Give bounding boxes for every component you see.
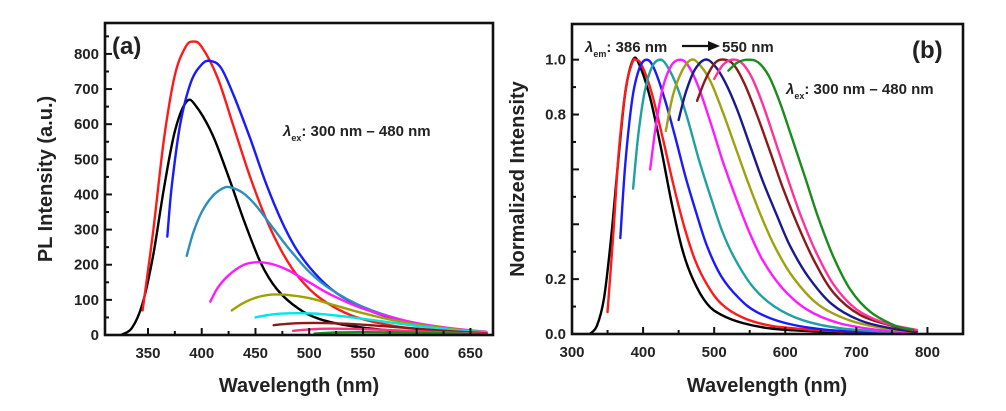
panel-b-series-line-6 [664, 58, 918, 333]
panel-b-y-axis-title: Normalized Intensity [507, 80, 529, 276]
panel-b-x-tick-label: 400 [631, 344, 656, 361]
panel-a-y-tick-label: 100 [74, 292, 99, 309]
panel-b-series-line-10 [727, 58, 915, 332]
panel-a-x-tick-label: 550 [350, 345, 375, 362]
panel-b-series-line-4 [631, 58, 901, 334]
panel-a-x-tick-label: 600 [404, 345, 429, 362]
panel-a-y-tick-label: 800 [74, 46, 99, 63]
panel-b-series-line-5 [649, 58, 915, 334]
panel-a-series-line-5 [209, 261, 488, 333]
panel-b-frame [570, 22, 965, 336]
lambda-symbol: λ [785, 81, 794, 98]
panel-a-x-tick-label: 400 [189, 345, 214, 362]
panel-b-x-tick-label: 800 [915, 344, 940, 361]
annotation-text: : 386 nm [606, 39, 667, 56]
panel-a-y-tick-label: 0 [91, 327, 99, 344]
panel-b-label: (b) [912, 37, 943, 64]
annotation-text: : 300 nm – 480 nm [301, 123, 430, 140]
panel-b-x-tick-label: 600 [773, 344, 798, 361]
panel-b-series [588, 56, 918, 334]
lambda-subscript: ex [291, 133, 301, 143]
panel-a-x-tick-label: 450 [243, 345, 268, 362]
panel-b-series-line-9 [713, 58, 918, 332]
panel-b-y-tick-label: 0.0 [545, 326, 566, 343]
lambda-subscript: ex [794, 91, 804, 101]
panel-a-y-tick-label: 700 [74, 81, 99, 98]
panel-b-series-line-8 [695, 58, 918, 333]
panel-b-x-axis-title: Wavelength (nm) [687, 375, 847, 397]
panel-a-ticks: 350 400 450 500 550 600 650 0 100 200 300 400 500 600… [74, 35, 483, 362]
panel-a-series-line-1 [119, 98, 483, 335]
panel-b-series-line-2 [606, 57, 915, 334]
panel-a-frame [103, 21, 495, 337]
panel-a-x-tick-label: 650 [458, 345, 483, 362]
panel-b-ticks: 300 400 500 600 700 800 0.0 0.2 0.8 1.0 [545, 52, 940, 361]
panel-a: 350 400 450 500 550 600 650 0 100 200 300 400 500 600… [35, 21, 495, 397]
panel-b-y-tick-label: 0.2 [545, 271, 566, 288]
panel-b-excitation-annotation: λex: 300 nm – 480 nm [785, 81, 934, 101]
panel-b-x-tick-label: 700 [844, 344, 869, 361]
panel-b-series-line-3 [619, 58, 886, 334]
panel-a-series-line-7 [254, 312, 488, 334]
panel-b: 300 400 500 600 700 800 0.0 0.2 0.8 1.0 (b) Wavel… [507, 22, 965, 397]
annotation-text: : 300 nm – 480 nm [804, 81, 933, 98]
panel-b-y-tick-label: 0.8 [545, 107, 566, 124]
arrowhead-icon [708, 41, 720, 51]
panel-b-series-line-1 [588, 56, 858, 334]
panel-a-series-line-6 [230, 293, 488, 334]
panel-a-y-tick-label: 400 [74, 186, 99, 203]
panel-a-x-axis-title: Wavelength (nm) [219, 375, 379, 397]
panel-a-excitation-annotation: λex: 300 nm – 480 nm [282, 123, 431, 143]
panel-b-emission-annotation: λem: 386 nm [584, 39, 667, 59]
panel-a-y-tick-label: 600 [74, 116, 99, 133]
panel-b-series-line-7 [677, 58, 918, 333]
panel-b-emission-end: 550 nm [722, 39, 774, 56]
panel-a-y-tick-label: 200 [74, 257, 99, 274]
panel-a-series-line-2 [141, 40, 483, 335]
lambda-symbol: λ [584, 39, 593, 56]
panel-a-y-axis-title: PL Intensity (a.u.) [35, 96, 57, 262]
panel-a-y-tick-label: 300 [74, 222, 99, 239]
panel-a-x-tick-label: 500 [297, 345, 322, 362]
panel-a-y-tick-label: 500 [74, 151, 99, 168]
panel-a-label: (a) [112, 33, 141, 60]
lambda-subscript: em [593, 49, 606, 59]
lambda-symbol: λ [282, 123, 291, 140]
panel-a-series [119, 40, 488, 335]
panel-b-y-tick-label: 1.0 [545, 52, 566, 69]
panel-b-x-tick-label: 500 [702, 344, 727, 361]
panel-a-series-line-8 [272, 321, 488, 335]
panel-b-x-tick-label: 300 [559, 344, 584, 361]
panel-a-x-tick-label: 350 [135, 345, 160, 362]
